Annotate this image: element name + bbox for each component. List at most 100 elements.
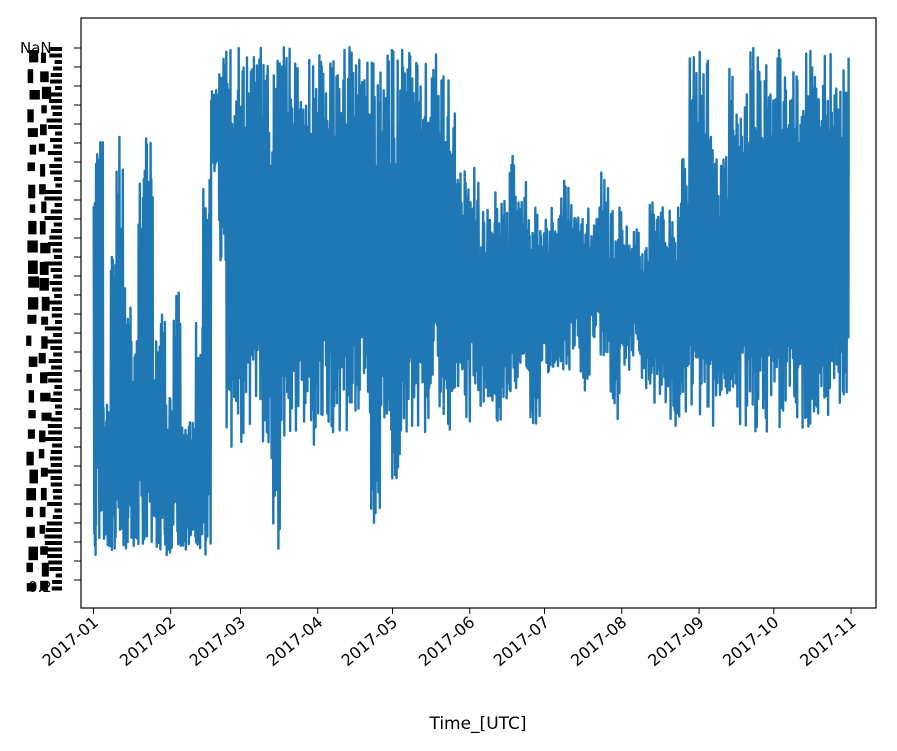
- y-tick-label-glyph: [46, 372, 62, 376]
- y-tick-label-glyph: [27, 429, 35, 439]
- y-tick-label-glyph: [27, 314, 37, 324]
- y-tick-label-glyph: [50, 456, 62, 461]
- y-tick-label-glyph: [40, 546, 48, 555]
- y-tick-label-glyph: [48, 125, 62, 129]
- y-tick-label-glyph: [49, 53, 62, 58]
- y-tick-label-glyph: [51, 586, 62, 591]
- y-tick-label-glyph: [27, 162, 35, 172]
- y-tick-label-nan: NaN: [20, 39, 52, 57]
- y-tick-label-glyph: [55, 131, 62, 136]
- y-tick-label-glyph: [45, 547, 62, 552]
- y-tick-label-glyph: [54, 203, 62, 207]
- y-tick-label-glyph: [54, 157, 62, 162]
- y-tick-label-glyph: [54, 60, 62, 64]
- y-tick-label-glyph: [53, 274, 62, 279]
- y-tick-label-glyph: [50, 268, 62, 272]
- y-tick-label-glyph: [26, 373, 32, 383]
- y-tick-label-glyph: [47, 424, 62, 428]
- y-tick-label-glyph: [26, 526, 35, 538]
- y-tick-label-glyph: [44, 190, 62, 194]
- series-line: [92, 46, 850, 557]
- y-tick-label-glyph: [40, 71, 49, 83]
- y-tick-label-glyph: [27, 69, 34, 84]
- y-tick-label-glyph: [41, 86, 52, 99]
- y-tick-label-glyph: [54, 404, 62, 409]
- series-layer: [92, 46, 850, 557]
- y-tick-label-glyph: [27, 297, 39, 310]
- y-tick-label-glyph: [29, 469, 38, 484]
- y-tick-label-glyph: [39, 524, 46, 534]
- y-tick-label-glyph: [28, 276, 40, 288]
- y-tick-label-glyph: [54, 294, 62, 298]
- y-tick-label-glyph: [28, 260, 38, 275]
- y-tick-label-glyph: [40, 392, 51, 402]
- y-tick-label-glyph: [50, 476, 62, 480]
- y-tick-label-glyph: [51, 313, 62, 318]
- y-tick-label-glyph: [40, 580, 49, 591]
- y-tick-label-glyph: [47, 502, 62, 506]
- y-tick-label-glyph: [26, 507, 34, 518]
- y-tick-label-glyph: [52, 443, 62, 448]
- y-tick-label-glyph: [48, 359, 62, 363]
- y-tick-label-glyph: [53, 495, 62, 500]
- y-tick-label-glyph: [49, 281, 62, 285]
- y-tick-label-glyph: [26, 335, 32, 346]
- y-tick-label-glyph: [50, 463, 62, 467]
- y-tick-label-glyph: [50, 170, 62, 175]
- y-tick-label-glyph: [41, 296, 50, 311]
- y-tick-label-glyph: [45, 92, 62, 97]
- y-tick-label-glyph: [41, 336, 48, 349]
- y-tick-label-glyph: [47, 554, 62, 558]
- y-tick-label-glyph: [55, 411, 62, 415]
- y-tick-label-glyph: [48, 430, 62, 435]
- y-tick-label-glyph: [38, 449, 45, 459]
- y-tick-label-glyph: [52, 580, 62, 584]
- y-tick-label-glyph: [47, 242, 62, 246]
- y-tick-label-glyph: [50, 346, 62, 350]
- y-tick-label-glyph: [48, 560, 62, 565]
- y-tick-label-glyph: [29, 144, 37, 155]
- y-tick-label-glyph: [50, 73, 62, 77]
- y-tick-label-glyph: [44, 541, 62, 545]
- y-tick-label-glyph: [51, 417, 62, 422]
- y-tick-label-glyph: [49, 79, 62, 84]
- y-tick-label-glyph: [39, 277, 49, 291]
- y-tick-label-glyph: [44, 534, 62, 539]
- y-tick-label-glyph: [29, 89, 40, 100]
- y-tick-label-glyph: [41, 201, 47, 214]
- y-tick-label-glyph: [50, 209, 62, 214]
- y-tick-label-glyph: [53, 66, 62, 71]
- y-tick-label-glyph: [27, 240, 38, 253]
- y-tick-label-glyph: [50, 450, 62, 454]
- y-tick-label-glyph: [39, 506, 46, 518]
- y-tick-label-glyph: [54, 385, 62, 389]
- y-tick-label-glyph: [51, 365, 62, 370]
- y-tick-label-glyph: [44, 326, 62, 331]
- y-tick-label-glyph: [29, 49, 39, 63]
- y-tick-label-glyph: [52, 112, 62, 116]
- plot-frame: [80, 17, 877, 609]
- y-tick-label-glyph: [39, 221, 46, 235]
- y-tick-label-glyph: [41, 562, 49, 577]
- y-tick-label-glyph: [39, 184, 46, 195]
- y-tick-label-glyph: [48, 378, 62, 383]
- y-tick-label-glyph: [28, 410, 36, 419]
- y-tick-label-glyph: [45, 528, 62, 532]
- y-tick-label-glyph: [53, 177, 62, 181]
- y-tick-label-glyph: [40, 164, 46, 177]
- y-tick-label-glyph: [39, 430, 46, 443]
- y-tick-label-glyph: [53, 352, 62, 357]
- y-tick-label-glyph: [55, 320, 62, 324]
- y-tick-label-glyph: [53, 144, 62, 149]
- y-tick-label-glyph: [28, 546, 39, 561]
- y-tick-label-glyph: [50, 47, 62, 51]
- y-tick-label-glyph: [50, 229, 62, 233]
- y-tick-label-glyph: [49, 567, 62, 571]
- y-tick-label-glyph: [50, 482, 62, 487]
- y-tick-label-glyph: [38, 143, 45, 152]
- y-tick-label-glyph: [26, 488, 37, 501]
- y-tick-label-glyph: [26, 583, 35, 592]
- y-tick-label-glyph: [40, 487, 47, 501]
- y-tick-label-glyph: [40, 52, 46, 63]
